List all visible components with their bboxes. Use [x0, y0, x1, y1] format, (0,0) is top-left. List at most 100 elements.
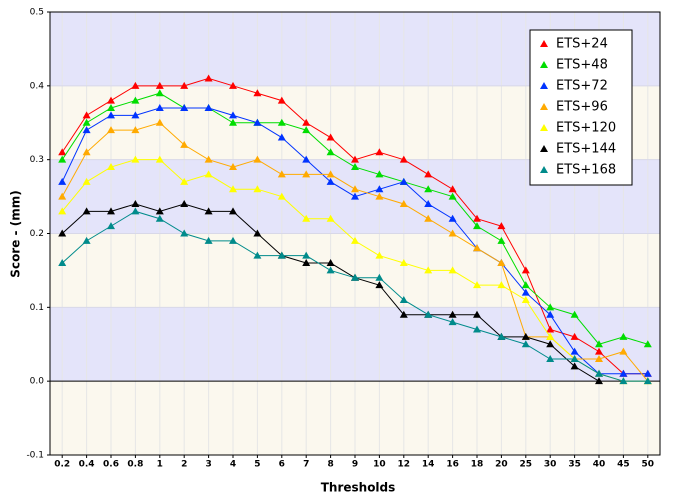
- point-marker: [473, 244, 481, 252]
- point-marker: [302, 251, 311, 259]
- point-marker: [473, 222, 481, 230]
- point-marker: [277, 96, 286, 104]
- y-tick-label: -0.1: [26, 451, 44, 461]
- point-marker: [351, 192, 359, 200]
- point-marker: [180, 229, 189, 237]
- point-marker: [131, 96, 140, 104]
- point-marker: [570, 355, 579, 363]
- x-tick-label: 9: [352, 460, 358, 470]
- x-tick-label: 12: [398, 460, 411, 470]
- legend-marker: [540, 103, 548, 110]
- point-marker: [399, 199, 408, 207]
- x-axis-label: Thresholds: [321, 481, 396, 495]
- point-marker: [155, 155, 164, 163]
- point-marker: [107, 163, 115, 171]
- point-marker: [82, 118, 91, 126]
- x-tick-label: 5: [254, 460, 260, 470]
- point-marker: [424, 310, 433, 318]
- legend-label: ETS+120: [556, 121, 616, 136]
- point-marker: [595, 377, 603, 385]
- point-marker: [253, 251, 262, 259]
- point-marker: [619, 369, 628, 377]
- legend-label: ETS+24: [556, 37, 608, 52]
- point-marker: [424, 214, 433, 222]
- point-marker: [204, 74, 213, 82]
- point-marker: [546, 355, 555, 363]
- point-marker: [595, 347, 603, 355]
- point-marker: [375, 192, 384, 200]
- point-marker: [448, 185, 457, 193]
- point-marker: [58, 155, 67, 163]
- point-marker: [521, 295, 530, 303]
- point-marker: [570, 310, 579, 318]
- point-marker: [229, 81, 237, 89]
- point-marker: [82, 207, 91, 215]
- point-marker: [619, 332, 628, 340]
- point-marker: [570, 347, 579, 355]
- point-marker: [473, 214, 481, 222]
- point-marker: [204, 236, 213, 244]
- x-tick-label: 0.8: [127, 460, 143, 470]
- y-axis-label: Score - (mm): [9, 190, 23, 277]
- point-marker: [424, 266, 433, 274]
- point-marker: [58, 207, 67, 215]
- point-marker: [326, 170, 335, 178]
- point-marker: [546, 332, 555, 340]
- point-marker: [375, 273, 384, 281]
- point-marker: [229, 207, 237, 215]
- point-marker: [229, 163, 237, 171]
- x-tick-label: 4: [230, 460, 236, 470]
- point-marker: [375, 148, 384, 156]
- legend-box: [529, 29, 633, 186]
- x-tick-label: 50: [642, 460, 655, 470]
- point-marker: [375, 251, 384, 259]
- point-marker: [326, 177, 335, 185]
- x-tick-label: 25: [520, 460, 533, 470]
- point-marker: [131, 199, 140, 207]
- point-marker: [399, 295, 408, 303]
- y-tick-label: 0.3: [30, 155, 44, 165]
- point-marker: [595, 340, 603, 348]
- point-marker: [448, 266, 457, 274]
- point-marker: [253, 185, 262, 193]
- point-marker: [253, 229, 262, 237]
- point-marker: [180, 140, 189, 148]
- point-marker: [326, 266, 335, 274]
- point-marker: [229, 111, 237, 119]
- x-tick-label: 6: [279, 460, 285, 470]
- point-marker: [131, 126, 140, 134]
- point-marker: [180, 81, 189, 89]
- legend-label: ETS+96: [556, 100, 608, 115]
- y-tick-label: 0.1: [30, 303, 44, 313]
- y-tick-label: 0.0: [30, 377, 45, 387]
- point-marker: [277, 170, 286, 178]
- point-marker: [448, 310, 457, 318]
- x-tick-label: 0.6: [103, 460, 119, 470]
- legend-marker: [540, 124, 548, 131]
- point-marker: [546, 303, 555, 311]
- point-marker: [497, 281, 506, 289]
- legend-label: ETS+144: [556, 142, 616, 157]
- plot-frame: [49, 11, 661, 456]
- y-tick-label: 0.2: [30, 229, 44, 239]
- point-marker: [619, 347, 628, 355]
- point-marker: [204, 155, 213, 163]
- point-marker: [643, 340, 652, 348]
- point-marker: [351, 163, 359, 171]
- x-tick-label: 20: [495, 460, 508, 470]
- point-marker: [302, 118, 311, 126]
- point-marker: [399, 310, 408, 318]
- x-tick-label: 30: [544, 460, 557, 470]
- point-marker: [473, 325, 481, 333]
- point-marker: [302, 155, 311, 163]
- point-marker: [326, 133, 335, 141]
- point-marker: [424, 185, 433, 193]
- point-marker: [277, 133, 286, 141]
- point-marker: [424, 170, 433, 178]
- point-marker: [58, 177, 67, 185]
- x-tick-label: 10: [373, 460, 386, 470]
- point-marker: [375, 281, 384, 289]
- x-tick-label: 45: [617, 460, 630, 470]
- point-marker: [107, 207, 115, 215]
- point-marker: [107, 103, 115, 111]
